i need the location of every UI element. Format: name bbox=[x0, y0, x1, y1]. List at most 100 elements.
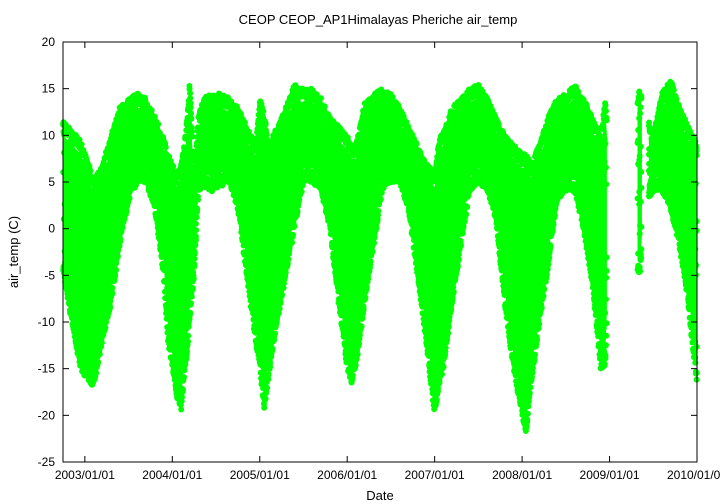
data-point bbox=[464, 204, 471, 210]
data-point bbox=[426, 237, 433, 244]
data-point bbox=[445, 330, 452, 336]
data-point bbox=[268, 188, 275, 195]
data-point bbox=[96, 351, 103, 358]
data-point bbox=[341, 283, 348, 290]
data-point bbox=[251, 278, 258, 284]
data-point bbox=[423, 326, 430, 333]
data-point bbox=[265, 253, 272, 260]
data-density-band bbox=[637, 102, 642, 262]
data-point bbox=[354, 351, 361, 358]
data-point bbox=[253, 313, 260, 320]
data-point bbox=[186, 225, 193, 232]
data-point bbox=[442, 214, 449, 221]
data-point bbox=[454, 179, 461, 185]
data-point bbox=[98, 267, 105, 274]
data-point bbox=[88, 354, 95, 361]
data-point bbox=[83, 306, 90, 313]
data-point bbox=[442, 246, 449, 253]
data-point bbox=[186, 316, 193, 323]
data-point bbox=[224, 160, 231, 167]
data-point bbox=[259, 259, 266, 266]
data-point bbox=[157, 170, 164, 177]
data-point bbox=[187, 95, 194, 102]
data-point bbox=[459, 131, 466, 138]
data-point bbox=[446, 233, 453, 240]
data-point bbox=[293, 153, 300, 160]
data-point bbox=[144, 115, 151, 121]
data-point bbox=[68, 220, 75, 227]
data-point bbox=[181, 297, 188, 304]
data-point bbox=[109, 290, 116, 297]
data-point bbox=[163, 201, 170, 208]
data-point bbox=[114, 204, 121, 210]
data-point bbox=[337, 246, 344, 253]
data-point bbox=[284, 111, 291, 118]
data-point bbox=[335, 164, 342, 171]
data-point bbox=[85, 213, 92, 220]
data-point bbox=[375, 208, 382, 214]
data-point bbox=[159, 243, 166, 250]
data-point bbox=[268, 219, 274, 226]
data-point bbox=[156, 225, 163, 232]
data-point bbox=[112, 176, 119, 183]
data-point bbox=[439, 138, 446, 145]
data-point bbox=[132, 135, 138, 142]
data-point bbox=[448, 158, 455, 165]
data-point bbox=[298, 188, 305, 195]
data-point bbox=[150, 158, 157, 165]
data-point bbox=[367, 258, 374, 265]
data-point bbox=[452, 151, 459, 158]
data-point bbox=[453, 162, 460, 168]
data-point bbox=[369, 248, 376, 255]
data-point bbox=[107, 303, 113, 310]
data-point bbox=[267, 201, 274, 208]
data-point bbox=[276, 204, 283, 211]
data-point bbox=[160, 251, 167, 258]
data-point bbox=[132, 122, 139, 129]
data-point bbox=[340, 270, 347, 277]
data-point bbox=[126, 172, 133, 179]
data-point bbox=[437, 156, 444, 162]
data-point bbox=[193, 227, 200, 234]
data-point bbox=[342, 260, 349, 267]
data-point bbox=[330, 253, 337, 260]
data-point bbox=[332, 190, 339, 197]
data-point bbox=[278, 188, 285, 195]
data-point bbox=[165, 293, 172, 300]
data-point bbox=[349, 372, 356, 379]
data-point bbox=[188, 300, 194, 307]
data-point bbox=[90, 345, 97, 352]
data-point bbox=[435, 307, 442, 313]
data-point bbox=[85, 334, 92, 341]
data-point bbox=[277, 145, 284, 152]
data-point bbox=[176, 231, 183, 237]
data-point bbox=[261, 404, 268, 411]
data-point bbox=[270, 207, 277, 214]
data-point bbox=[172, 327, 179, 334]
data-point bbox=[98, 237, 105, 244]
data-point bbox=[335, 147, 342, 154]
data-point bbox=[276, 249, 283, 256]
data-point bbox=[431, 277, 438, 284]
data-point bbox=[274, 156, 281, 163]
data-point bbox=[81, 247, 87, 254]
data-point bbox=[356, 217, 363, 224]
data-point bbox=[66, 157, 73, 164]
data-point bbox=[101, 219, 108, 226]
data-point bbox=[338, 312, 345, 319]
data-point bbox=[112, 272, 119, 279]
data-point bbox=[101, 164, 108, 171]
data-point bbox=[119, 224, 126, 231]
data-point bbox=[355, 261, 362, 268]
data-point bbox=[396, 149, 403, 156]
data-point bbox=[268, 353, 275, 360]
data-point bbox=[250, 215, 257, 222]
data-point bbox=[150, 166, 157, 173]
data-point bbox=[72, 272, 79, 279]
data-point bbox=[316, 137, 323, 144]
data-point bbox=[258, 161, 265, 168]
data-point bbox=[114, 134, 121, 141]
data-point bbox=[414, 188, 421, 195]
data-point bbox=[269, 168, 276, 175]
data-point bbox=[70, 191, 77, 198]
